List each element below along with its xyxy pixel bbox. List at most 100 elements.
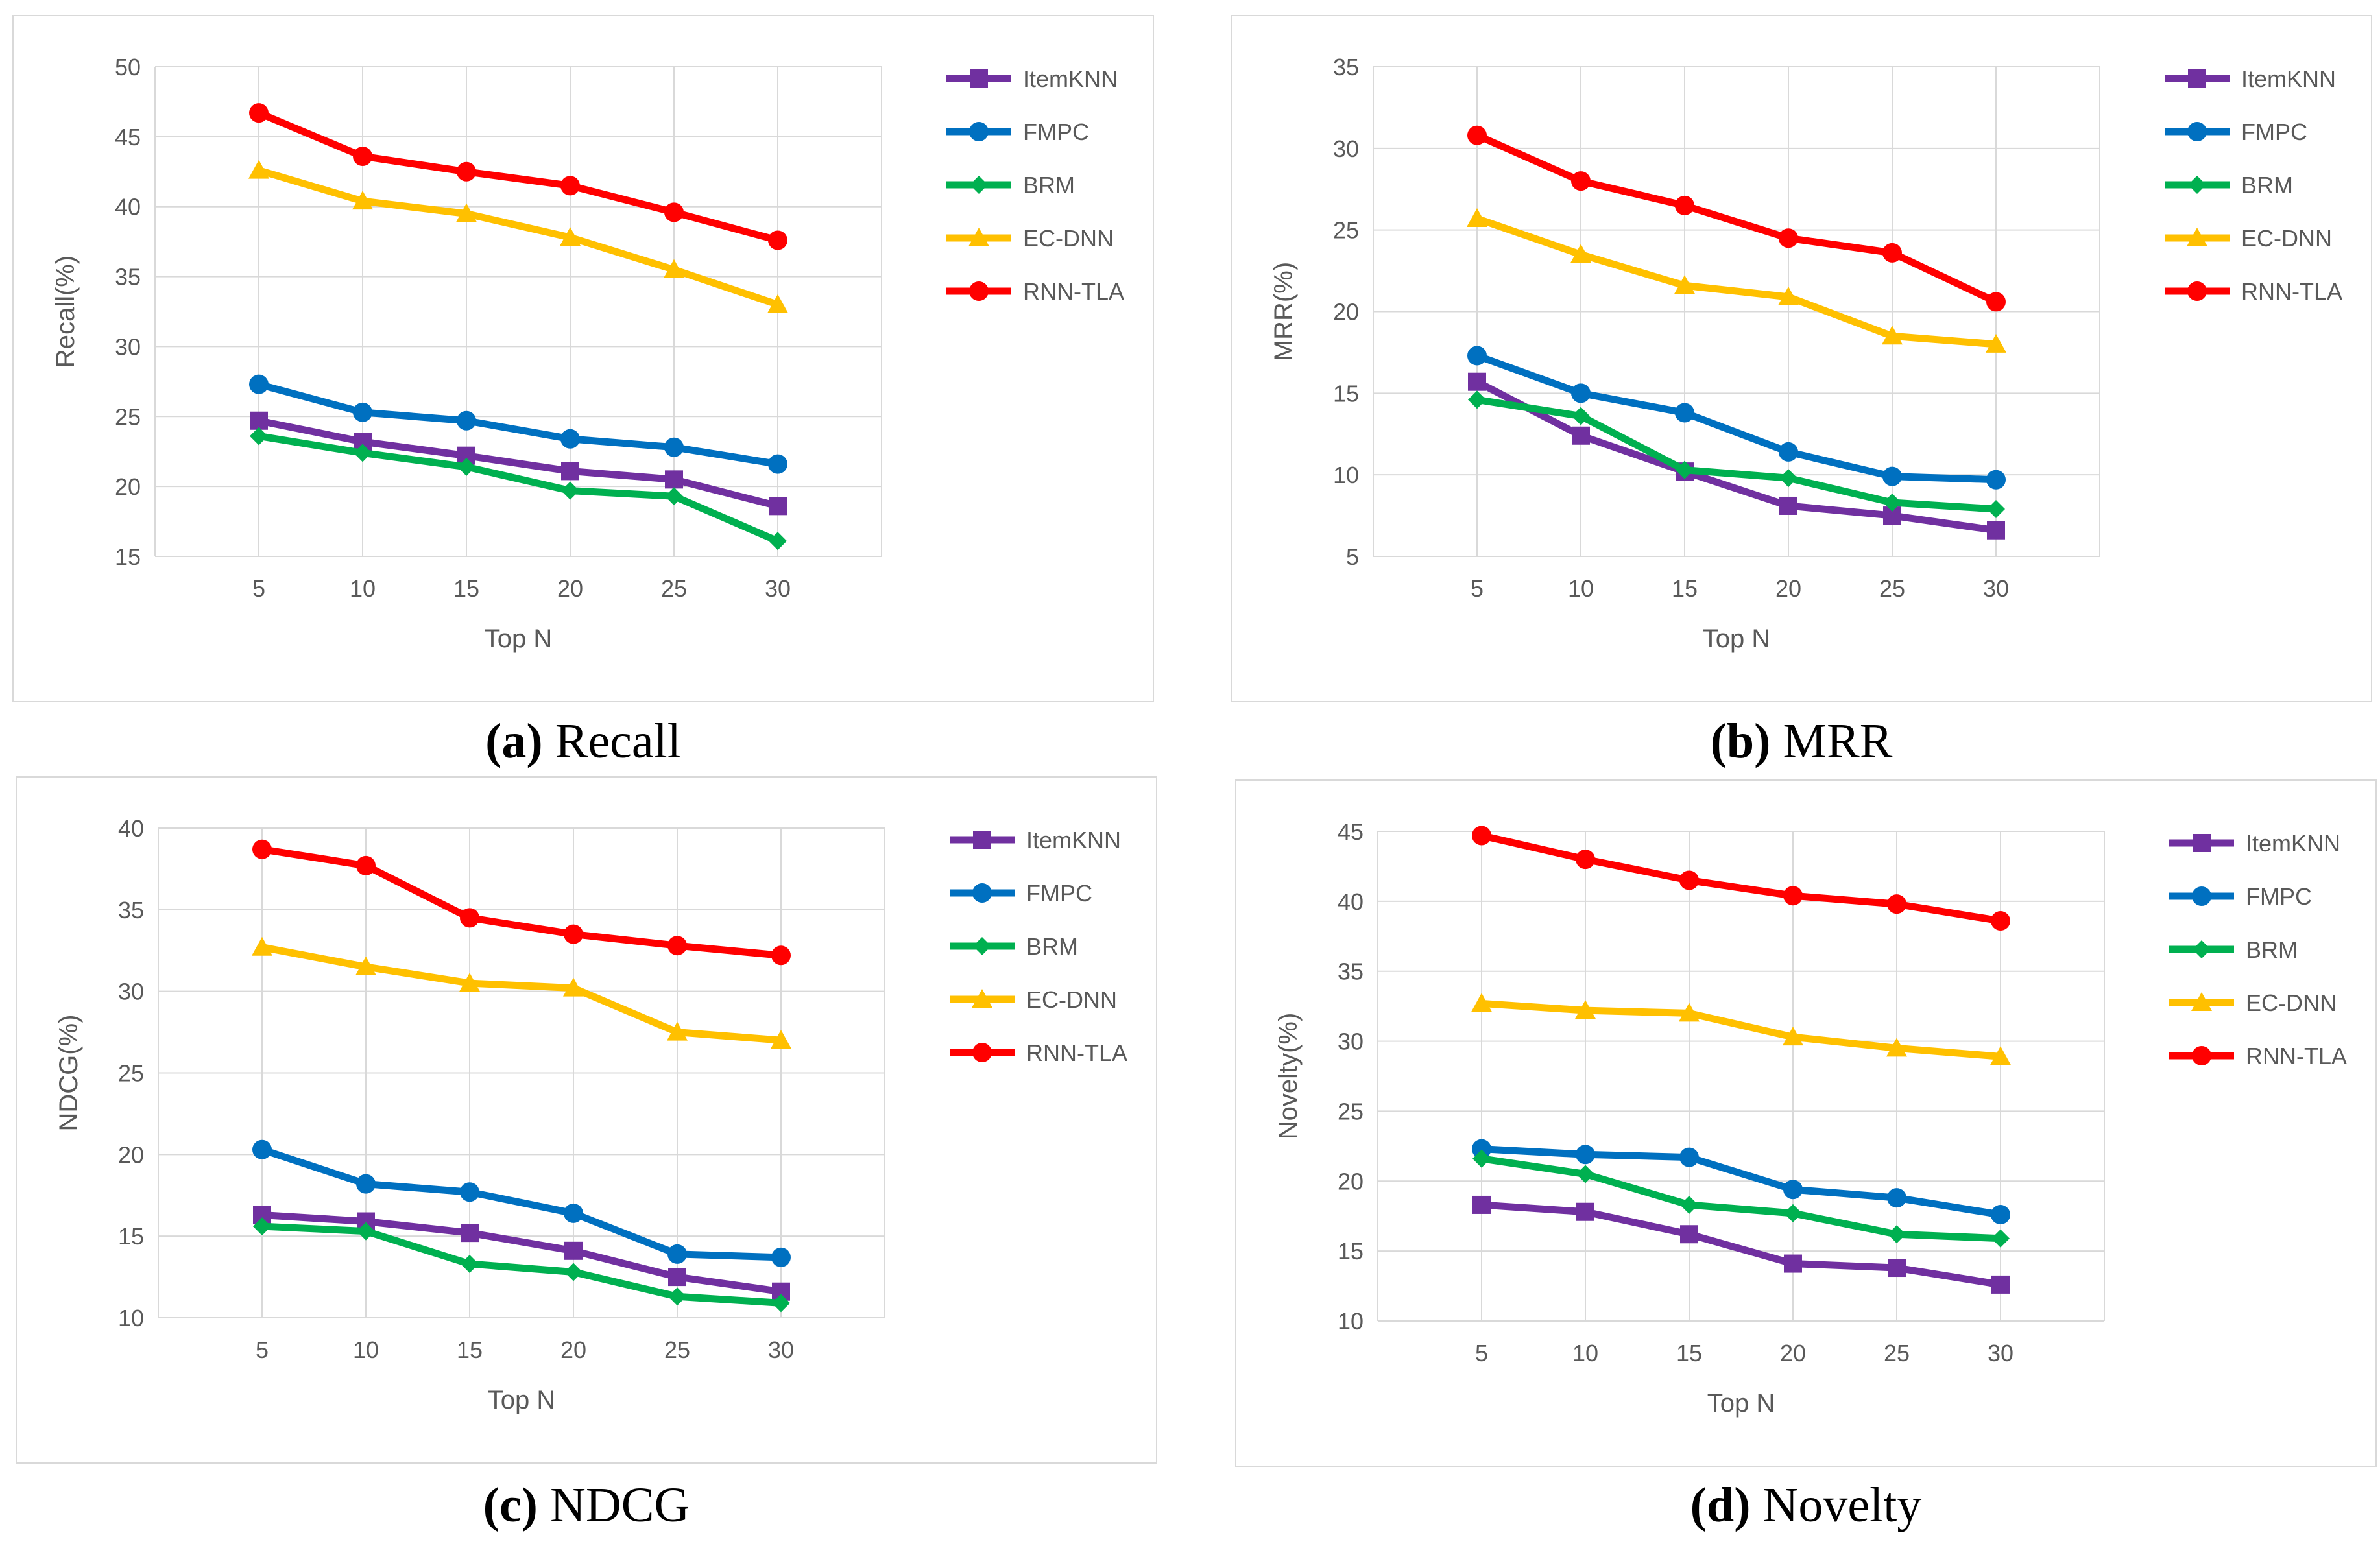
- recall-fmpc-point: [768, 454, 787, 474]
- recall-legend-item-brm: BRM: [946, 172, 1075, 198]
- ndcg-fmpc-point: [564, 1203, 583, 1223]
- caption-novelty-letter: (d): [1690, 1478, 1751, 1532]
- recall-legend-marker: [970, 176, 988, 194]
- recall-series-fmpc-line: [255, 381, 782, 468]
- recall-series-brm-points: [250, 427, 787, 551]
- recall-series-itemknn-points: [250, 411, 787, 516]
- ndcg-ytick-label: 25: [118, 1060, 144, 1087]
- recall-xtick-label: 10: [350, 575, 376, 602]
- mrr-xtick-label: 10: [1568, 575, 1594, 602]
- recall-series-brm-line: [255, 432, 782, 545]
- novelty-series-itemknn-line: [1478, 1201, 2004, 1289]
- recall-legend-item-ec-dnn: EC-DNN: [946, 225, 1114, 252]
- ndcg-ec-dnn-point: [252, 936, 272, 956]
- novelty-ec-dnn-point: [1783, 1027, 1803, 1046]
- ndcg-rnn-tla-point: [564, 924, 583, 944]
- recall-itemknn-point: [769, 497, 787, 516]
- recall-legend-item-itemknn: ItemKNN: [946, 65, 1118, 92]
- ndcg-rnn-tla-point: [356, 855, 376, 875]
- recall-itemknn-point: [250, 411, 268, 430]
- recall-series-rnn-tla-points: [249, 103, 787, 250]
- novelty-xtick-label: 30: [1988, 1340, 2013, 1366]
- recall-ec-dnn-point: [767, 294, 788, 313]
- novelty-ec-dnn-point: [1679, 1003, 1700, 1022]
- mrr-series-brm-line: [1473, 396, 2000, 513]
- caption-ndcg-letter: (c): [483, 1478, 538, 1532]
- recall-itemknn-point: [665, 470, 683, 489]
- novelty-ec-dnn-point: [1990, 1046, 2011, 1065]
- novelty-x-axis-title: Top N: [1707, 1389, 1775, 1418]
- ndcg-legend-marker: [972, 989, 992, 1008]
- recall-ytick-label: 30: [115, 333, 141, 360]
- mrr-legend-marker: [2187, 228, 2207, 246]
- novelty-series-ec-dnn-line: [1478, 999, 2004, 1060]
- ndcg-fmpc-point: [252, 1139, 272, 1160]
- ndcg-legend-marker: [973, 937, 991, 955]
- novelty-series-ec-dnn-points: [1471, 993, 2011, 1065]
- mrr-brm-point: [1676, 460, 1694, 479]
- recall-legend-label: EC-DNN: [1023, 225, 1114, 252]
- ndcg-legend-label: RNN-TLA: [1026, 1040, 1127, 1066]
- ndcg-legend-marker: [972, 1043, 992, 1062]
- ndcg-chart-svg: 10 15 20 25 30 35 40 5 10 15 20 25 30 Top N NDCG(%) Ite…: [16, 776, 1157, 1464]
- novelty-legend-marker: [2192, 886, 2211, 906]
- mrr-ec-dnn-point: [1986, 333, 2006, 353]
- novelty-ec-dnn-point: [1575, 1000, 1596, 1019]
- recall-brm-point: [250, 427, 268, 446]
- recall-legend-label: RNN-TLA: [1023, 278, 1124, 305]
- ndcg-rnn-tla-point: [667, 936, 687, 956]
- mrr-series-itemknn-line: [1473, 378, 2000, 534]
- novelty-itemknn-point: [1680, 1225, 1698, 1244]
- ndcg-brm-point: [564, 1263, 583, 1281]
- ndcg-x-axis-title: Top N: [488, 1386, 556, 1414]
- recall-ytick-label: 40: [115, 194, 141, 220]
- mrr-legend-label: ItemKNN: [2241, 65, 2336, 92]
- novelty-series-fmpc-line: [1478, 1145, 2004, 1219]
- ndcg-legend-label: ItemKNN: [1026, 827, 1121, 853]
- ndcg-xtick-label: 20: [560, 1337, 586, 1363]
- novelty-fmpc-point: [1991, 1205, 2010, 1225]
- ndcg-legend-item-fmpc: FMPC: [950, 880, 1092, 907]
- novelty-legend-item-fmpc: FMPC: [2169, 883, 2312, 910]
- mrr-ec-dnn-point: [1467, 208, 1487, 228]
- ndcg-ec-dnn-point: [459, 973, 480, 992]
- recall-legend-label: ItemKNN: [1023, 65, 1118, 92]
- mrr-rnn-tla-point: [1571, 171, 1591, 191]
- novelty-ytick-label: 15: [1338, 1238, 1364, 1265]
- ndcg-fmpc-point: [356, 1174, 376, 1194]
- ndcg-itemknn-point: [461, 1224, 479, 1243]
- recall-rnn-tla-point: [664, 202, 684, 222]
- mrr-xtick-label: 25: [1879, 575, 1905, 602]
- ndcg-fmpc-point: [460, 1182, 479, 1202]
- ndcg-y-axis-title: NDCG(%): [54, 1015, 83, 1132]
- mrr-legend-item-ec-dnn: EC-DNN: [2165, 225, 2332, 252]
- ndcg-series-brm-points: [253, 1217, 790, 1313]
- mrr-rnn-tla-point: [1882, 243, 1902, 263]
- recall-series-itemknn-line: [255, 417, 782, 510]
- novelty-ytick-label: 35: [1338, 958, 1364, 985]
- recall-xtick-label: 30: [765, 575, 791, 602]
- ndcg-brm-point: [357, 1222, 375, 1241]
- novelty-ytick-label: 45: [1338, 818, 1364, 845]
- novelty-series-brm-points: [1472, 1149, 2010, 1248]
- caption-novelty: (d) Novelty: [1235, 1477, 2377, 1534]
- mrr-legend-marker: [2187, 122, 2207, 141]
- ndcg-itemknn-point: [668, 1268, 686, 1287]
- mrr-legend-label: BRM: [2241, 172, 2293, 198]
- ndcg-fmpc-point: [667, 1244, 687, 1264]
- ndcg-rnn-tla-point: [252, 839, 272, 859]
- recall-xtick-label: 25: [661, 575, 687, 602]
- mrr-ytick-label: 35: [1333, 54, 1359, 80]
- mrr-legend-marker: [2188, 69, 2206, 88]
- novelty-legend-label: FMPC: [2246, 883, 2312, 910]
- recall-fmpc-point: [353, 402, 372, 422]
- recall-itemknn-point: [561, 462, 579, 481]
- mrr-legend-label: FMPC: [2241, 119, 2307, 145]
- recall-brm-point: [769, 532, 787, 551]
- recall-brm-point: [354, 444, 372, 462]
- recall-brm-point: [561, 481, 579, 500]
- recall-ec-dnn-point: [352, 191, 373, 210]
- ndcg-xtick-label: 5: [256, 1337, 269, 1363]
- recall-brm-point: [665, 487, 683, 506]
- recall-fmpc-point: [457, 410, 476, 431]
